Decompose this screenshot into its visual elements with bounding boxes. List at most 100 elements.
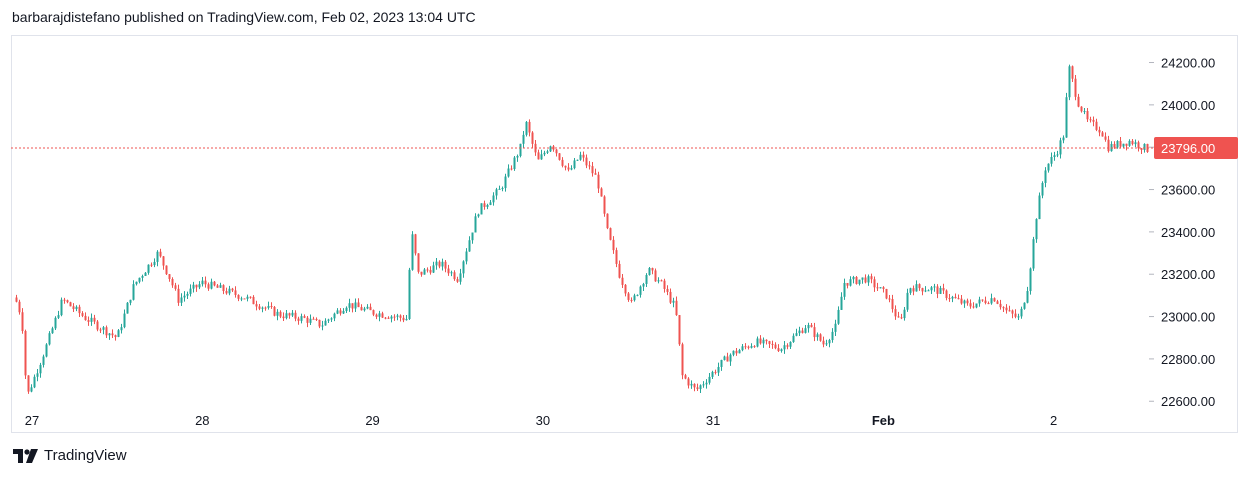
candle-body [831, 331, 834, 341]
candle-body [219, 285, 222, 288]
candle-body [243, 298, 246, 300]
candle-body [768, 341, 771, 344]
candle-body [372, 310, 375, 315]
candle-body [183, 295, 186, 298]
candle-body [399, 315, 402, 318]
candle-body [753, 346, 756, 348]
candle-body [897, 316, 900, 318]
candle-body [228, 288, 231, 294]
candle-body [852, 276, 855, 280]
candle-body [1038, 195, 1041, 220]
candle-body [549, 146, 552, 152]
candle-body [420, 271, 423, 275]
candle-body [918, 284, 921, 289]
candle-body [1134, 142, 1137, 145]
candle-body [1137, 142, 1140, 149]
candle-body [24, 330, 27, 376]
candle-body [249, 296, 252, 298]
price-axis: 22600.00 22800.00 23000.00 23200.00 23400.00… [1149, 56, 1215, 409]
candle-body [405, 318, 408, 321]
candle-body [828, 340, 831, 344]
candle-body [285, 313, 288, 319]
candle-body [663, 280, 666, 289]
candle-body [840, 296, 843, 310]
candle-body [528, 121, 531, 133]
candle-body [78, 306, 81, 314]
candle-body [231, 288, 234, 291]
candle-body [615, 250, 618, 264]
candle-body [906, 292, 909, 310]
candle-body [276, 311, 279, 316]
candle-body [1119, 140, 1122, 147]
candle-body [27, 375, 30, 392]
candle-body [819, 334, 822, 341]
candle-body [318, 319, 321, 327]
candle-body [192, 284, 195, 289]
candles-layer [15, 64, 1149, 394]
y-tick-label: 23200.00 [1161, 267, 1215, 282]
x-tick-label: 31 [706, 413, 720, 428]
candle-body [720, 359, 723, 367]
candle-body [915, 284, 918, 292]
candle-body [570, 168, 573, 170]
candle-body [60, 299, 63, 316]
candle-body [162, 256, 165, 266]
candle-body [360, 307, 363, 311]
candle-body [867, 276, 870, 283]
candle-body [573, 160, 576, 169]
candle-body [705, 382, 708, 385]
candle-body [210, 281, 213, 289]
candle-body [984, 300, 987, 304]
candle-body [594, 173, 597, 175]
candle-body [480, 203, 483, 215]
tradingview-logo[interactable]: TradingView [13, 447, 127, 464]
candle-body [207, 284, 210, 289]
candle-body [336, 310, 339, 314]
candle-body [885, 288, 888, 299]
candle-body [1071, 66, 1074, 79]
candle-body [1128, 140, 1131, 146]
candle-body [306, 317, 309, 323]
candle-body [282, 316, 285, 319]
candle-body [1062, 137, 1065, 141]
candle-body [612, 239, 615, 251]
publish-info: barbarajdistefano published on TradingVi… [12, 9, 476, 25]
chart-frame [11, 35, 1238, 433]
candle-body [300, 316, 303, 321]
candle-body [930, 287, 933, 291]
candle-body [75, 306, 78, 310]
candle-body [1047, 163, 1050, 171]
candle-body [111, 333, 114, 336]
candle-body [36, 373, 39, 377]
candle-body [120, 327, 123, 331]
candle-body [567, 167, 570, 170]
candle-body [861, 277, 864, 280]
candle-body [825, 343, 828, 345]
candle-body [165, 265, 168, 275]
candle-body [237, 294, 240, 299]
candle-body [1011, 310, 1014, 314]
candle-body [1140, 148, 1143, 150]
candle-body [147, 264, 150, 273]
candle-body [795, 333, 798, 336]
price-chart[interactable]: 22600.00 22800.00 23000.00 23200.00 23400.00… [11, 35, 1238, 433]
candle-body [954, 296, 957, 299]
candle-body [1041, 182, 1044, 196]
candle-body [453, 272, 456, 280]
candle-body [105, 327, 108, 336]
candle-body [1083, 111, 1086, 113]
candle-body [132, 284, 135, 300]
candle-body [456, 279, 459, 282]
candle-body [666, 288, 669, 292]
candle-body [627, 293, 630, 300]
candle-body [783, 345, 786, 350]
y-tick-label: 22800.00 [1161, 352, 1215, 367]
candle-body [1131, 140, 1134, 145]
candle-body [411, 234, 414, 270]
candle-body [585, 157, 588, 166]
candle-body [576, 159, 579, 161]
candle-body [1032, 239, 1035, 269]
candle-body [486, 204, 489, 207]
candle-body [246, 296, 249, 299]
candle-body [678, 315, 681, 345]
